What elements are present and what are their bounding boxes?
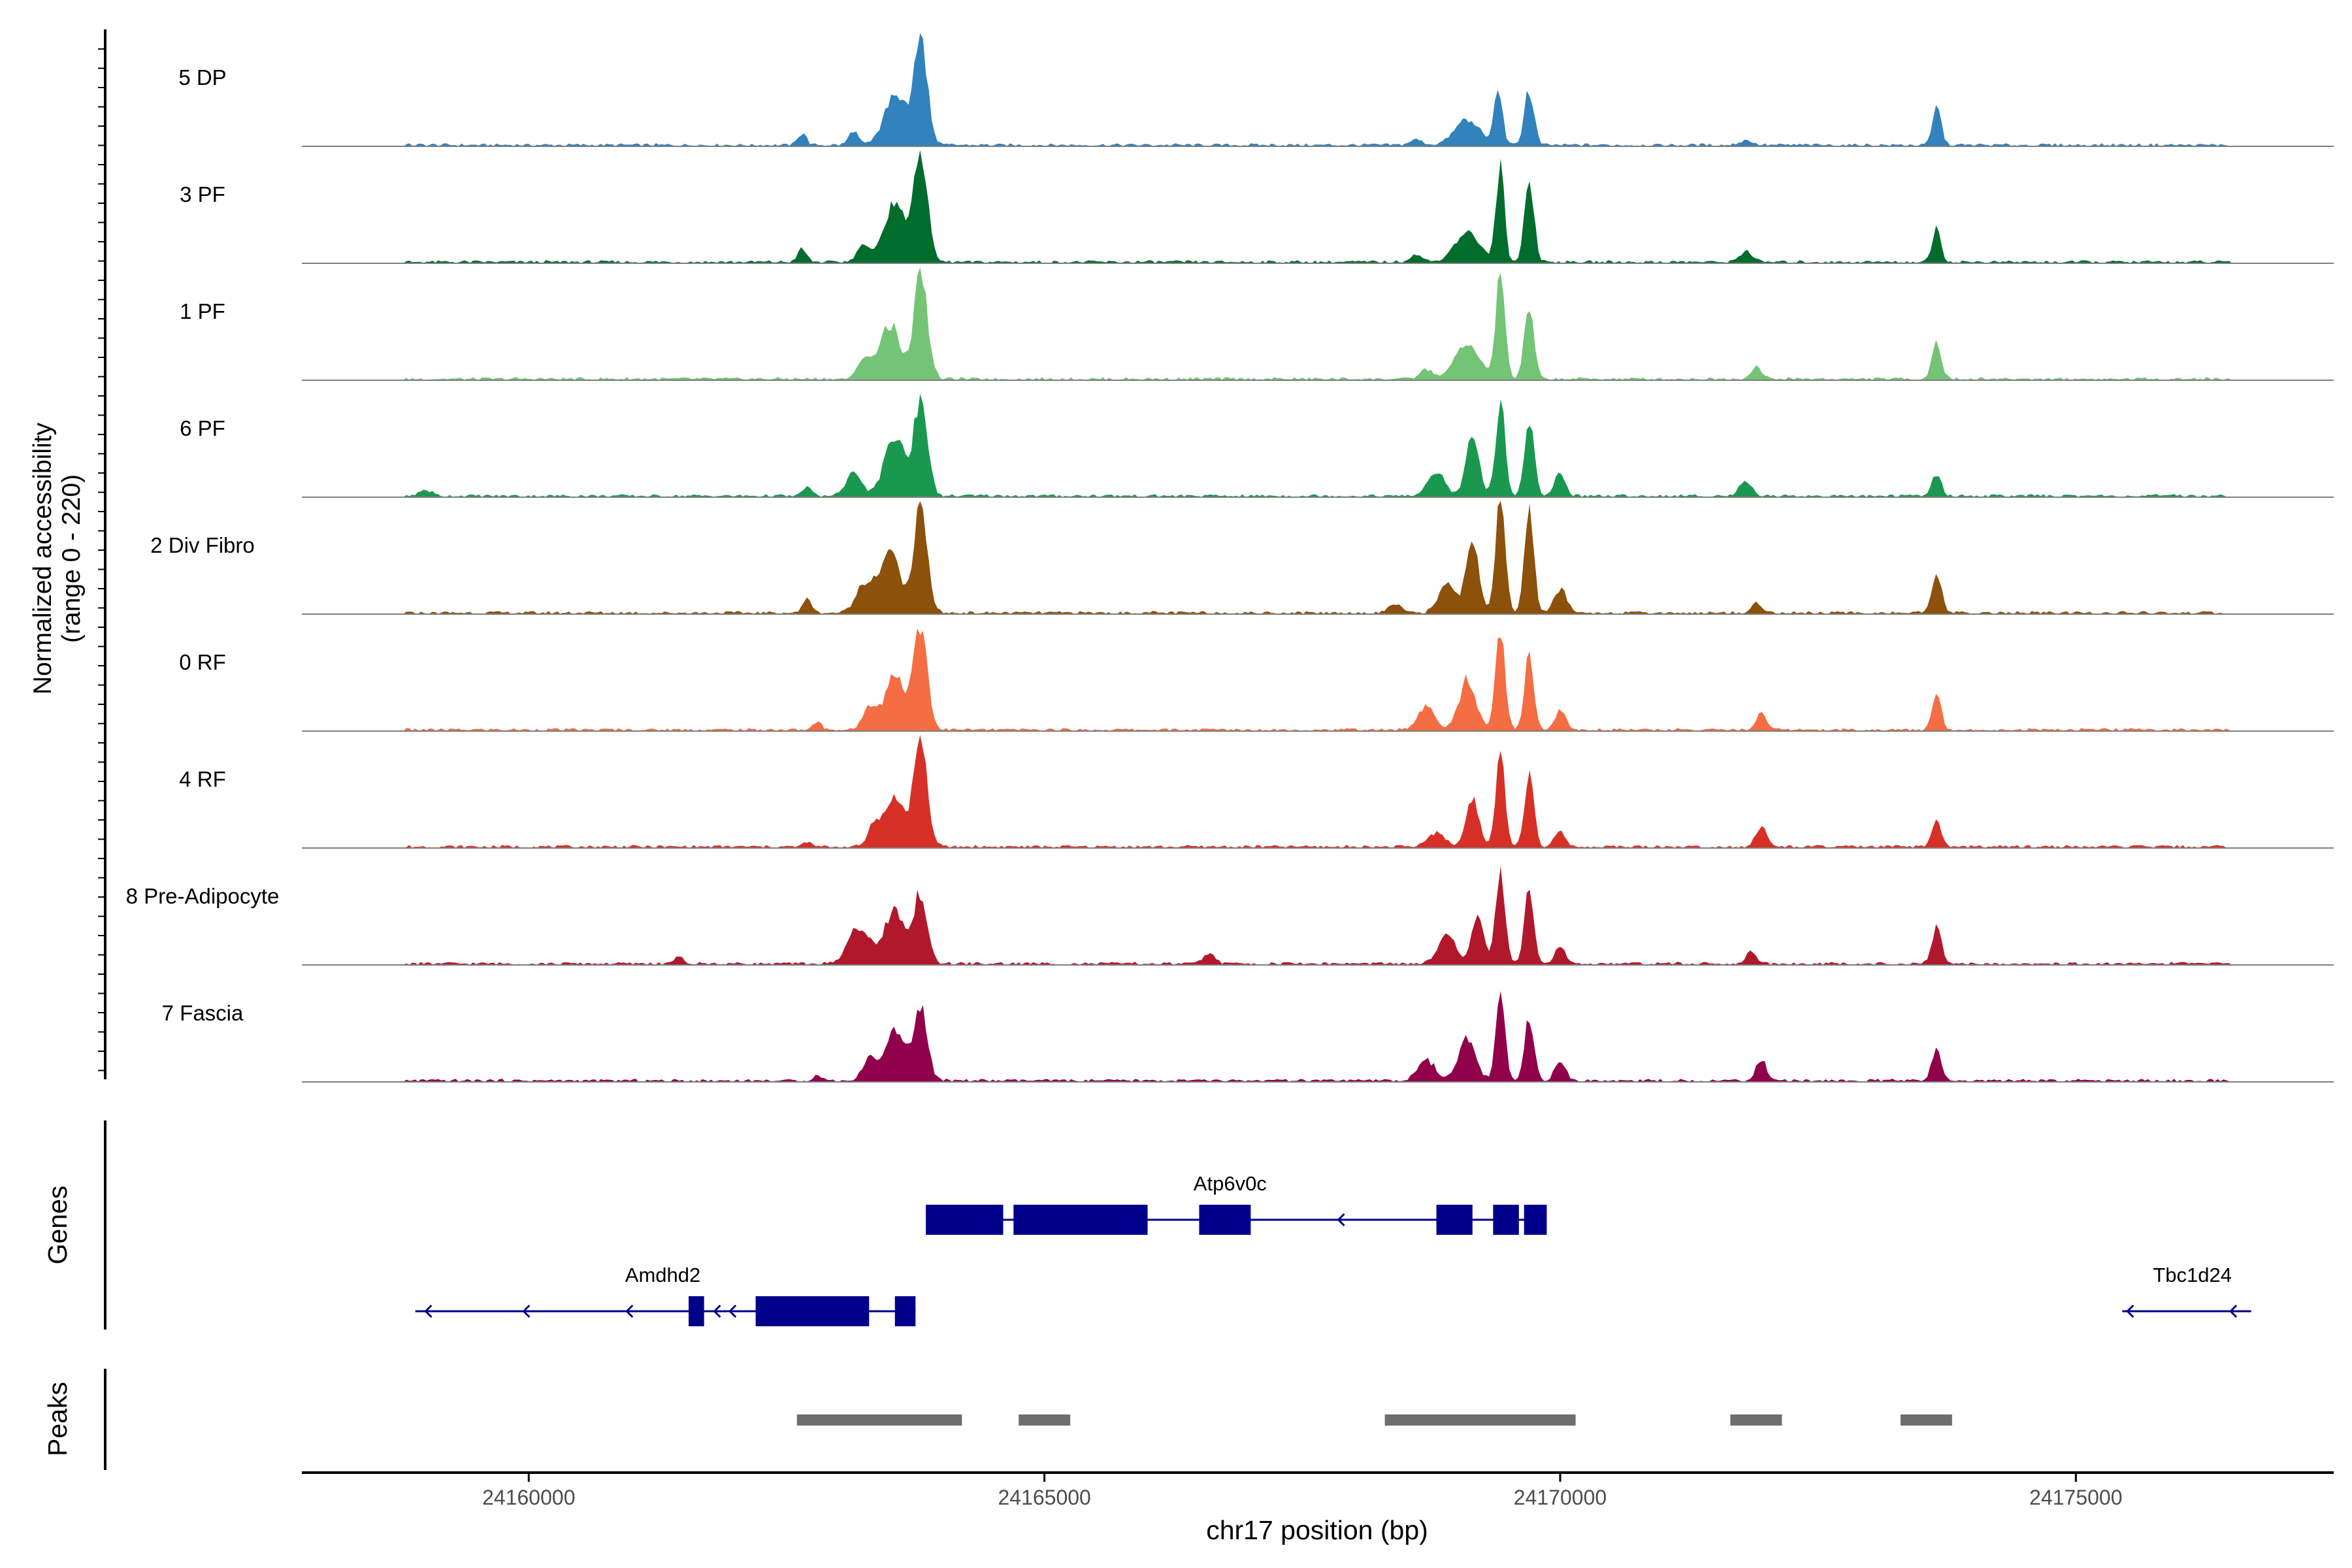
peak-region (1730, 1414, 1782, 1426)
track-label: 0 RF (179, 650, 226, 674)
peak-region (1384, 1414, 1576, 1426)
track-label: 1 PF (180, 299, 225, 323)
track-7-fascia: 7 Fascia (162, 991, 2334, 1083)
peak-region (1900, 1414, 1952, 1426)
gene-exon (926, 1205, 1004, 1235)
x-tick-label: 24170000 (1514, 1486, 1607, 1509)
track-4-rf: 4 RF (179, 734, 2334, 849)
track-label: 6 PF (180, 416, 225, 440)
track-label: 3 PF (180, 182, 225, 206)
gene-label: Tbc1d24 (2153, 1264, 2232, 1286)
gene-amdhd2: Amdhd2 (415, 1264, 916, 1326)
y-axis-title-line1: Normalized accessibility (29, 422, 57, 694)
track-label: 7 Fascia (162, 1001, 244, 1025)
genes-panel-label: Genes (42, 1186, 73, 1265)
gene-strand-arrow (424, 1304, 433, 1318)
y-axis-title-line2: (range 0 - 220) (57, 474, 86, 643)
peaks-panel-label: Peaks (42, 1382, 73, 1456)
genes-panel: Atp6v0c Amdhd2 Tbc1d24 (415, 1172, 2251, 1326)
gene-strand-arrow (2126, 1304, 2134, 1318)
peak-region (796, 1414, 962, 1426)
gene-label: Atp6v0c (1194, 1172, 1267, 1195)
gene-strand-arrow (2229, 1304, 2238, 1318)
gene-strand-arrow (1337, 1213, 1345, 1227)
track-label: 4 RF (179, 767, 226, 791)
gene-exon (894, 1296, 916, 1326)
track-8-pre-adipocyte: 8 Pre-Adipocyte (126, 866, 2334, 966)
gene-exon (1013, 1205, 1148, 1235)
x-axis-ticks: 24160000 24165000 24170000 24175000 (482, 1473, 2123, 1509)
track-label: 5 DP (178, 65, 226, 90)
coverage-y-ticks (98, 48, 105, 1071)
gene-exon (1524, 1205, 1547, 1235)
gene-exon (1199, 1205, 1251, 1235)
gene-tbc1d24: Tbc1d24 (2122, 1264, 2251, 1318)
track-6-pf: 6 PF (180, 393, 2334, 498)
track-3-pf: 3 PF (180, 150, 2334, 264)
gene-strand-arrow (522, 1304, 531, 1318)
track-0-rf: 0 RF (179, 628, 2334, 732)
track-5-dp: 5 DP (178, 33, 2334, 147)
gene-strand-arrow (728, 1304, 737, 1318)
track-1-pf: 1 PF (180, 267, 2334, 381)
gene-exon (1436, 1205, 1473, 1235)
gene-strand-arrow (625, 1304, 634, 1318)
gene-exon (689, 1296, 704, 1326)
x-tick-label: 24165000 (998, 1486, 1090, 1509)
track-2-div-fibro: 2 Div Fibro (150, 500, 2334, 615)
track-label: 8 Pre-Adipocyte (126, 884, 280, 908)
x-axis-title: chr17 position (bp) (1206, 1515, 1428, 1545)
gene-atp6v0c: Atp6v0c (926, 1172, 1547, 1235)
gene-strand-arrow (713, 1304, 721, 1318)
x-tick-label: 24160000 (482, 1486, 575, 1509)
coverage-tracks: 5 DP 3 PF 1 PF 6 PF 2 Div Fibro 0 RF 4 RF 8 Pre… (126, 33, 2334, 1083)
peak-region (1019, 1414, 1071, 1426)
track-label: 2 Div Fibro (150, 533, 255, 557)
gene-exon (755, 1296, 870, 1326)
gene-label: Amdhd2 (625, 1264, 700, 1286)
peaks-panel (796, 1414, 1952, 1426)
x-tick-label: 24175000 (2029, 1486, 2122, 1509)
gene-exon (1493, 1205, 1519, 1235)
